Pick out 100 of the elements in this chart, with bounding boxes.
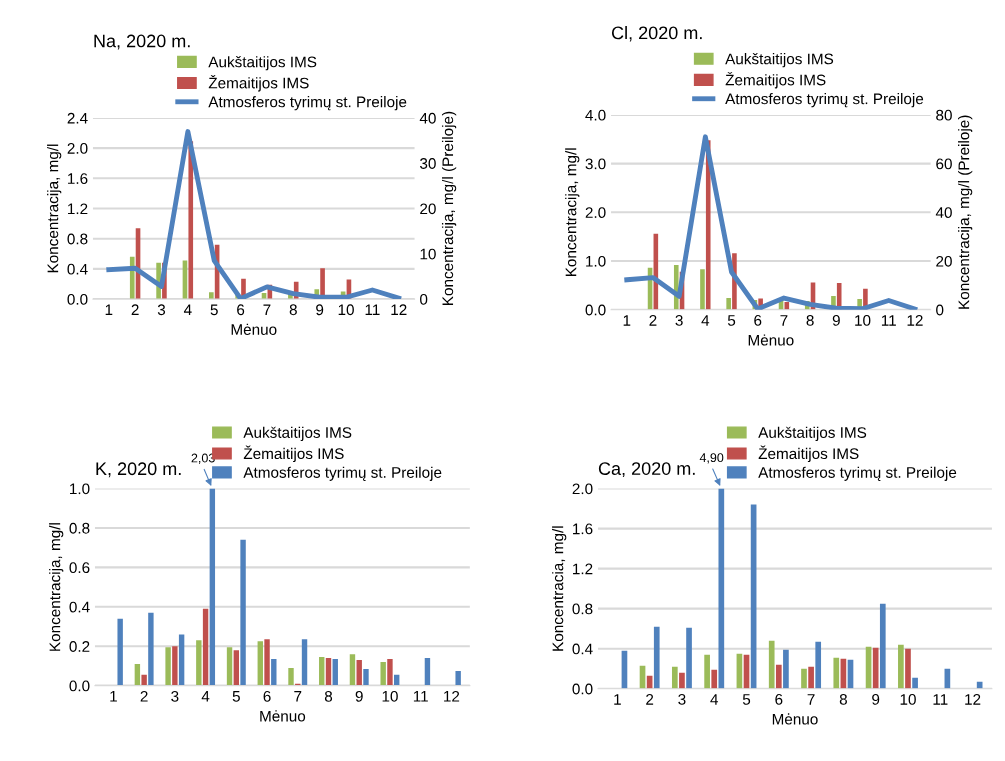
x-tick-label: 7 <box>263 304 271 316</box>
x-tick-label: 11 <box>881 315 896 326</box>
y-tick-label: 0.4 <box>572 643 593 655</box>
x-tick-label: 11 <box>365 304 380 316</box>
y2-tick-label: 40 <box>419 112 436 124</box>
y-tick-label: 1.0 <box>586 255 606 267</box>
x-tick-label: 12 <box>907 314 923 326</box>
y2-tick-label: 20 <box>936 255 952 267</box>
legend-label: Aukštaitijos IMS <box>725 53 834 68</box>
x-tick-label: 8 <box>806 314 814 326</box>
legend-label: Aukštaitijos IMS <box>758 426 867 441</box>
x-tick-label: 7 <box>807 694 815 705</box>
x-tick-label: 12 <box>444 690 460 702</box>
y-axis-title: Koncentracija, mg/l <box>565 148 580 277</box>
x-tick-label: 10 <box>382 690 398 702</box>
legend-label: Atmosferos tyrimų st. Preiloje <box>758 466 957 481</box>
y2-axis-title: Koncentracija, mg/l (Preiloje) <box>958 115 973 309</box>
legend-label: Žemaitijos IMS <box>758 445 859 463</box>
x-tick-label: 6 <box>237 304 245 316</box>
legend-label: Atmosferos tyrimų st. Preiloje <box>243 466 442 481</box>
text: 4,90 <box>699 453 724 464</box>
y-tick-label: 0.4 <box>69 601 90 613</box>
legend-label: Žemaitijos IMS <box>208 74 309 92</box>
x-tick-label: 11 <box>933 694 948 705</box>
x-tick-label: 8 <box>324 690 333 702</box>
x-tick-label: 8 <box>289 304 297 316</box>
y-tick-label: 0.8 <box>69 522 90 534</box>
y-tick-label: 0.2 <box>69 641 90 652</box>
legend-label: Žemaitijos IMS <box>725 71 826 89</box>
x-tick-label: 8 <box>839 693 847 705</box>
x-tick-label: 3 <box>678 693 686 705</box>
x-tick-label: 3 <box>675 314 683 326</box>
x-tick-label: 2 <box>649 314 657 326</box>
y-tick-label: 0.8 <box>67 233 88 245</box>
y-tick-label: 0.4 <box>67 263 88 275</box>
x-tick-label: 5 <box>742 694 751 705</box>
legend-label: Aukštaitijos IMS <box>208 56 317 71</box>
y-tick-label: 2.0 <box>572 483 593 495</box>
legend-label: Atmosferos tyrimų st. Preiloje <box>208 96 407 111</box>
x-tick-label: 10 <box>900 693 916 705</box>
y-tick-label: 0.0 <box>572 683 593 695</box>
x-tick-label: 3 <box>171 690 179 702</box>
y-tick-label: 0.6 <box>69 562 90 574</box>
y-tick-label: 1.6 <box>573 523 593 535</box>
y2-tick-label: 30 <box>420 158 436 169</box>
chart-title: Cl, 2020 m. <box>611 26 702 42</box>
chart-title: K, 2020 m. <box>96 462 181 478</box>
y-tick-label: 1.2 <box>573 563 593 575</box>
x-axis-title: Mėnuo <box>748 334 794 346</box>
x-tick-label: 4 <box>201 691 210 702</box>
x-tick-label: 9 <box>872 693 880 705</box>
y-tick-label: 2.4 <box>67 112 88 124</box>
x-tick-label: 2 <box>646 693 654 705</box>
y-tick-label: 0.8 <box>572 603 593 615</box>
y2-tick-label: 0 <box>420 293 428 305</box>
x-tick-label: 1 <box>105 304 113 316</box>
x-tick-label: 7 <box>780 315 788 326</box>
y-tick-label: 1.2 <box>68 203 88 215</box>
y-axis-title: Koncentracia, mg/l <box>552 526 567 651</box>
legend-label: Žemaitijos IMS <box>243 445 344 463</box>
y-axis-title: Koncentracija, mg/l <box>49 523 64 651</box>
chart-title: Na, 2020 m. <box>94 34 190 50</box>
x-tick-label: 1 <box>623 315 631 326</box>
y-tick-label: 2.0 <box>67 143 88 154</box>
x-axis-title: Mėnuo <box>260 710 306 722</box>
x-tick-label: 4 <box>710 694 719 705</box>
y-tick-label: 0.0 <box>67 293 88 305</box>
x-tick-label: 7 <box>294 691 302 702</box>
y-tick-label: 1.0 <box>70 483 90 495</box>
x-tick-label: 6 <box>775 693 783 705</box>
y2-axis-title: Koncentracija, mg/l (Preiloje) <box>441 111 457 305</box>
y2-tick-label: 10 <box>420 248 436 260</box>
x-tick-label: 5 <box>210 304 218 316</box>
x-tick-label: 9 <box>832 314 840 326</box>
x-axis-title: Mėnuo <box>772 713 818 725</box>
x-tick-label: 9 <box>316 304 324 316</box>
y-tick-label: 4.0 <box>585 109 606 121</box>
y2-tick-label: 20 <box>420 203 436 215</box>
y-tick-label: 1.6 <box>68 173 88 185</box>
y2-tick-label: 60 <box>936 158 952 170</box>
y-tick-label: 3.0 <box>585 158 606 170</box>
x-tick-label: 10 <box>855 314 871 326</box>
y-tick-label: 2.0 <box>585 207 606 219</box>
chart-title: Ca, 2020 m. <box>598 462 695 478</box>
x-tick-label: 2 <box>131 304 139 316</box>
y-tick-label: 0.0 <box>585 304 606 316</box>
legend-label: Atmosferos tyrimų st. Preiloje <box>725 93 924 108</box>
x-tick-label: 12 <box>391 304 407 316</box>
x-axis-title: Mėnuo <box>231 323 277 335</box>
x-tick-label: 4 <box>183 304 192 316</box>
x-tick-label: 10 <box>338 304 354 316</box>
x-tick-label: 11 <box>413 691 428 702</box>
x-tick-label: 1 <box>614 694 621 705</box>
legend-label: Aukštaitijos IMS <box>243 426 352 441</box>
x-tick-label: 1 <box>110 691 117 702</box>
x-tick-label: 6 <box>754 314 762 326</box>
x-tick-label: 5 <box>232 691 240 702</box>
x-tick-label: 12 <box>965 693 981 705</box>
x-tick-label: 5 <box>727 315 736 326</box>
y2-tick-label: 80 <box>936 109 952 121</box>
